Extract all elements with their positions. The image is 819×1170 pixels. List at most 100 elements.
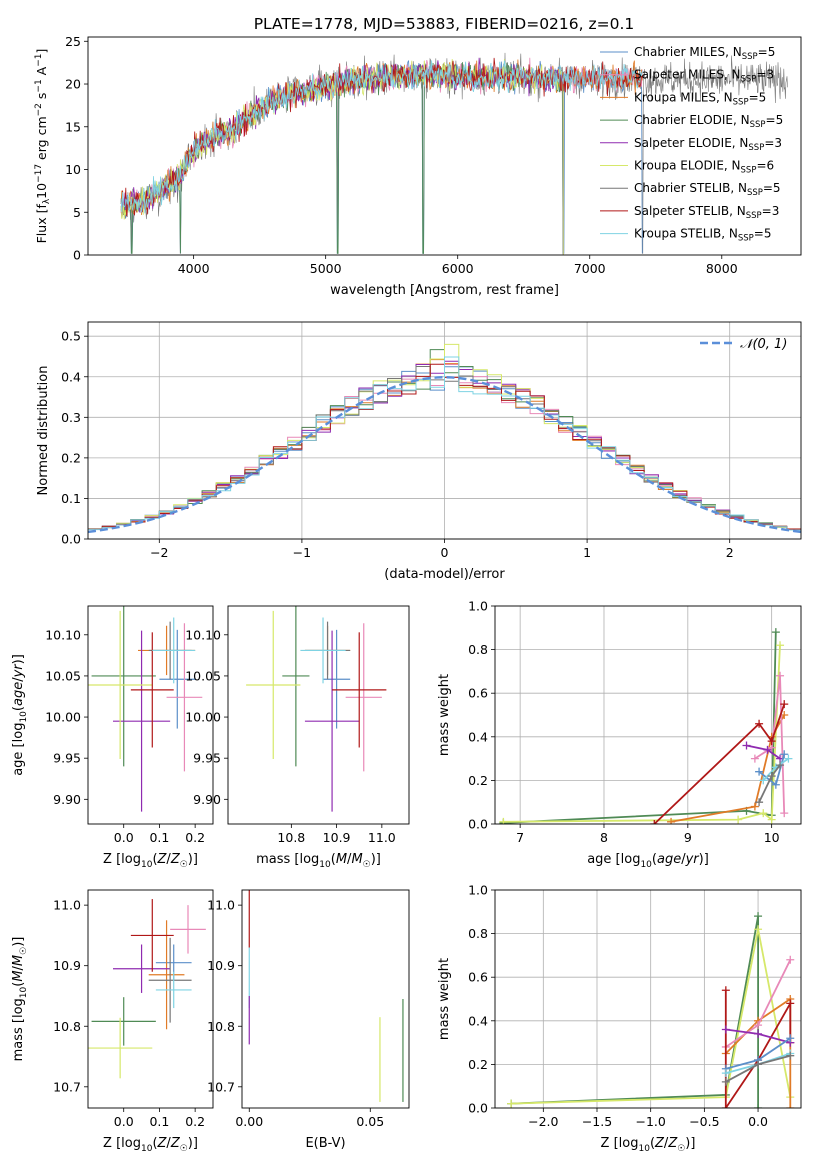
weight-marker: [734, 815, 743, 824]
x-tick-label: −1.0: [636, 1114, 666, 1129]
weight-marker: [754, 1029, 763, 1038]
y-tick-label: 0.2: [468, 1057, 488, 1072]
y-tick-label: 9.90: [193, 792, 221, 807]
x-tick-label: 8000: [706, 261, 738, 276]
weight-marker: [721, 1104, 730, 1108]
y-tick-label: 1.0: [468, 883, 488, 898]
y-tick-label: 11.0: [207, 898, 235, 913]
y-tick-label: 0.5: [61, 329, 81, 344]
legend-label: Kroupa ELODIE, NSSP=6: [634, 159, 774, 176]
weight-marker: [759, 776, 768, 785]
x-tick-label: 4000: [178, 261, 210, 276]
y-tick-label: 0.2: [468, 773, 488, 788]
y-axis-label: mass weight: [437, 674, 452, 756]
axes-frame: [87, 889, 214, 1109]
x-tick-label: 7000: [574, 261, 606, 276]
age_vs_Z-panel: 0.0 0.1 0.2 9.90 9.95 10.00 10.05 10.10 Z [log10…: [11, 605, 214, 870]
x-tick-label: 0.1: [149, 1114, 169, 1129]
legend-label: Chabrier STELIB, NSSP=5: [634, 181, 781, 198]
y-tick-label: 15: [65, 119, 81, 134]
x-tick-label: 9: [684, 830, 692, 845]
y-axis-label: Flux [fλ10−17 erg cm−2 s−1 A−1]: [34, 49, 52, 244]
y-tick-label: 10.05: [45, 668, 81, 683]
y-tick-label: 11.0: [53, 898, 81, 913]
weight-series-line: [503, 645, 781, 823]
x-tick-label: −0.5: [689, 1114, 719, 1129]
y-tick-label: 10.00: [185, 710, 221, 725]
weight-marker: [771, 628, 780, 637]
axes-frame: [87, 605, 214, 825]
weight-marker: [754, 925, 763, 934]
x-axis-label: wavelength [Angstrom, rest frame]: [330, 283, 559, 298]
y-tick-label: 10.9: [207, 958, 235, 973]
weight-marker: [776, 761, 785, 770]
weight-marker: [786, 999, 795, 1008]
weight_vs_Z-panel: −2.0 −1.5 −1.0 −0.5 0.0 0.0 0.2 0.4 0.6 0.8 1.0 Z […: [437, 883, 802, 1154]
x-tick-label: 2: [726, 545, 734, 560]
y-tick-label: 9.95: [53, 751, 81, 766]
y-tick-label: 20: [65, 77, 81, 92]
y-tick-label: 0.4: [468, 729, 488, 744]
y-tick-label: 0.0: [468, 1101, 488, 1116]
mass-vs-ebv-panel: 0.00 0.05 10.7 10.8 10.9 11.0 E(B-V): [207, 889, 410, 1151]
weight-marker: [771, 780, 780, 789]
weight-marker: [755, 798, 764, 807]
y-tick-label: 10.7: [207, 1079, 235, 1094]
x-tick-label: 0.0: [114, 1114, 134, 1129]
y-tick-label: 10: [65, 162, 81, 177]
x-tick-label: 0.2: [185, 830, 205, 845]
y-tick-label: 10.05: [185, 668, 221, 683]
weight-series-line: [511, 929, 792, 1105]
x-axis-label: Z [log10(Z/Z☉)]: [103, 852, 198, 870]
weight-series-line: [653, 703, 786, 824]
weight-marker: [750, 754, 759, 763]
y-tick-label: 0.6: [468, 686, 488, 701]
y-tick-label: 1.0: [468, 599, 488, 614]
y-tick-label: 0.0: [468, 817, 488, 832]
weight-series-line: [511, 916, 759, 1108]
x-tick-label: 5000: [310, 261, 342, 276]
y-tick-label: 10.8: [207, 1019, 235, 1034]
y-axis-label: age [log10(age/yr)]: [11, 654, 29, 776]
weight-marker: [767, 772, 776, 781]
x-tick-label: 7: [516, 830, 524, 845]
x-tick-label: −1: [293, 545, 311, 560]
weight-marker: [767, 815, 776, 824]
figure-title: PLATE=1778, MJD=53883, FIBERID=0216, z=0…: [254, 15, 635, 33]
axes-frame: [87, 36, 802, 256]
y-tick-label: 0: [73, 248, 81, 263]
weight-marker: [721, 1077, 730, 1086]
spectrum-series-line: [120, 60, 643, 214]
y-tick-label: 0.1: [61, 491, 81, 506]
axes-frame: [227, 605, 410, 825]
weight-marker: [786, 1034, 795, 1043]
weight-marker: [780, 700, 789, 709]
y-tick-label: 5: [73, 205, 81, 220]
weight-marker: [780, 750, 789, 759]
legend-label: 𝒩(0, 1): [740, 337, 787, 352]
y-tick-label: 0.8: [468, 926, 488, 941]
legend-label: Kroupa STELIB, NSSP=5: [634, 227, 772, 244]
weight-marker: [721, 1069, 730, 1078]
weight-marker: [754, 1021, 763, 1030]
spectrum-panel: 4000 5000 6000 7000 8000 0 5 10 15 20 25 wavelength…: [34, 34, 802, 298]
weight-marker: [742, 741, 751, 750]
x-tick-label: −2: [150, 545, 168, 560]
weight-marker: [786, 1051, 795, 1060]
y-tick-label: 10.10: [45, 627, 81, 642]
y-tick-label: 10.8: [53, 1019, 81, 1034]
x-tick-label: 0.0: [748, 1114, 768, 1129]
weight-marker: [759, 809, 768, 818]
weight-marker: [784, 754, 793, 763]
legend-label: Salpeter MILES, NSSP=3: [634, 68, 774, 85]
y-tick-label: 0.3: [61, 410, 81, 425]
x-axis-label: age [log10(age/yr)]: [587, 852, 709, 870]
x-tick-label: 6000: [442, 261, 474, 276]
legend-label: Chabrier MILES, NSSP=5: [634, 45, 775, 62]
y-tick-label: 0.6: [468, 970, 488, 985]
weight-marker: [776, 671, 785, 680]
x-axis-label: mass [log10(M/M☉)]: [256, 852, 381, 870]
x-tick-label: 1: [583, 545, 591, 560]
x-axis-label: E(B-V): [305, 1136, 345, 1151]
x-tick-label: 10.8: [277, 830, 305, 845]
